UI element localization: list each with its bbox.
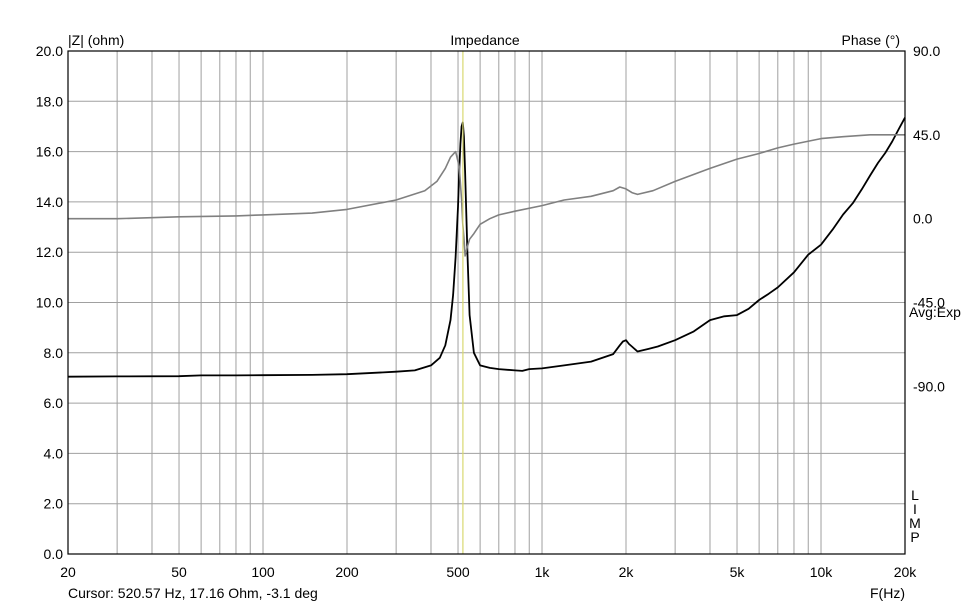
side-label-letter: I xyxy=(913,501,917,517)
x-tick-label: 10k xyxy=(810,564,834,580)
grid-layer xyxy=(68,51,905,554)
y-right-axis-title: Phase (°) xyxy=(841,32,900,48)
impedance-curve xyxy=(67,117,906,378)
x-tick-label: 100 xyxy=(251,564,275,580)
plot-frame xyxy=(67,50,906,555)
label-layer: 0.0 2.0 4.0 6.0 8.0 10.0 12.0 14.0 16.0 18.0 20.0 9… xyxy=(36,43,945,580)
side-label-letter: L xyxy=(911,487,919,503)
y-left-tick-label: 20.0 xyxy=(36,43,63,59)
y-left-tick-label: 2.0 xyxy=(44,496,64,512)
x-tick-label: 5k xyxy=(730,564,746,580)
x-tick-label: 50 xyxy=(171,564,187,580)
y-left-tick-label: 8.0 xyxy=(44,345,64,361)
y-left-tick-label: 14.0 xyxy=(36,194,63,210)
y-right-tick-label: 45.0 xyxy=(913,127,940,143)
y-left-tick-label: 4.0 xyxy=(44,445,64,461)
y-right-tick-label: -45.0 xyxy=(913,295,945,311)
x-tick-label: 1k xyxy=(535,564,551,580)
phase-curve xyxy=(68,134,905,257)
y-right-tick-label: -90.0 xyxy=(913,378,945,394)
y-left-axis-title: |Z| (ohm) xyxy=(68,32,124,48)
x-tick-label: 200 xyxy=(335,564,359,580)
side-label-letter: P xyxy=(910,529,919,545)
x-tick-label: 500 xyxy=(446,564,470,580)
y-left-tick-label: 12.0 xyxy=(36,244,63,260)
y-right-tick-label: 0.0 xyxy=(913,211,933,227)
cursor-readout: Cursor: 520.57 Hz, 17.16 Ohm, -3.1 deg xyxy=(68,585,318,601)
y-left-tick-label: 6.0 xyxy=(44,395,64,411)
x-tick-label: 20k xyxy=(894,564,918,580)
x-tick-label: 2k xyxy=(619,564,635,580)
x-tick-label: 20 xyxy=(60,564,76,580)
x-axis-title: F(Hz) xyxy=(870,585,905,601)
chart-title: Impedance xyxy=(450,32,519,48)
side-label-letter: M xyxy=(909,515,921,531)
y-left-tick-label: 0.0 xyxy=(44,546,64,562)
y-left-tick-label: 16.0 xyxy=(36,144,63,160)
y-left-tick-label: 10.0 xyxy=(36,295,63,311)
y-left-tick-label: 18.0 xyxy=(36,93,63,109)
y-right-tick-label: 90.0 xyxy=(913,43,940,59)
curve-layer xyxy=(67,51,906,554)
average-mode-label: Avg:Exp xyxy=(909,304,961,320)
